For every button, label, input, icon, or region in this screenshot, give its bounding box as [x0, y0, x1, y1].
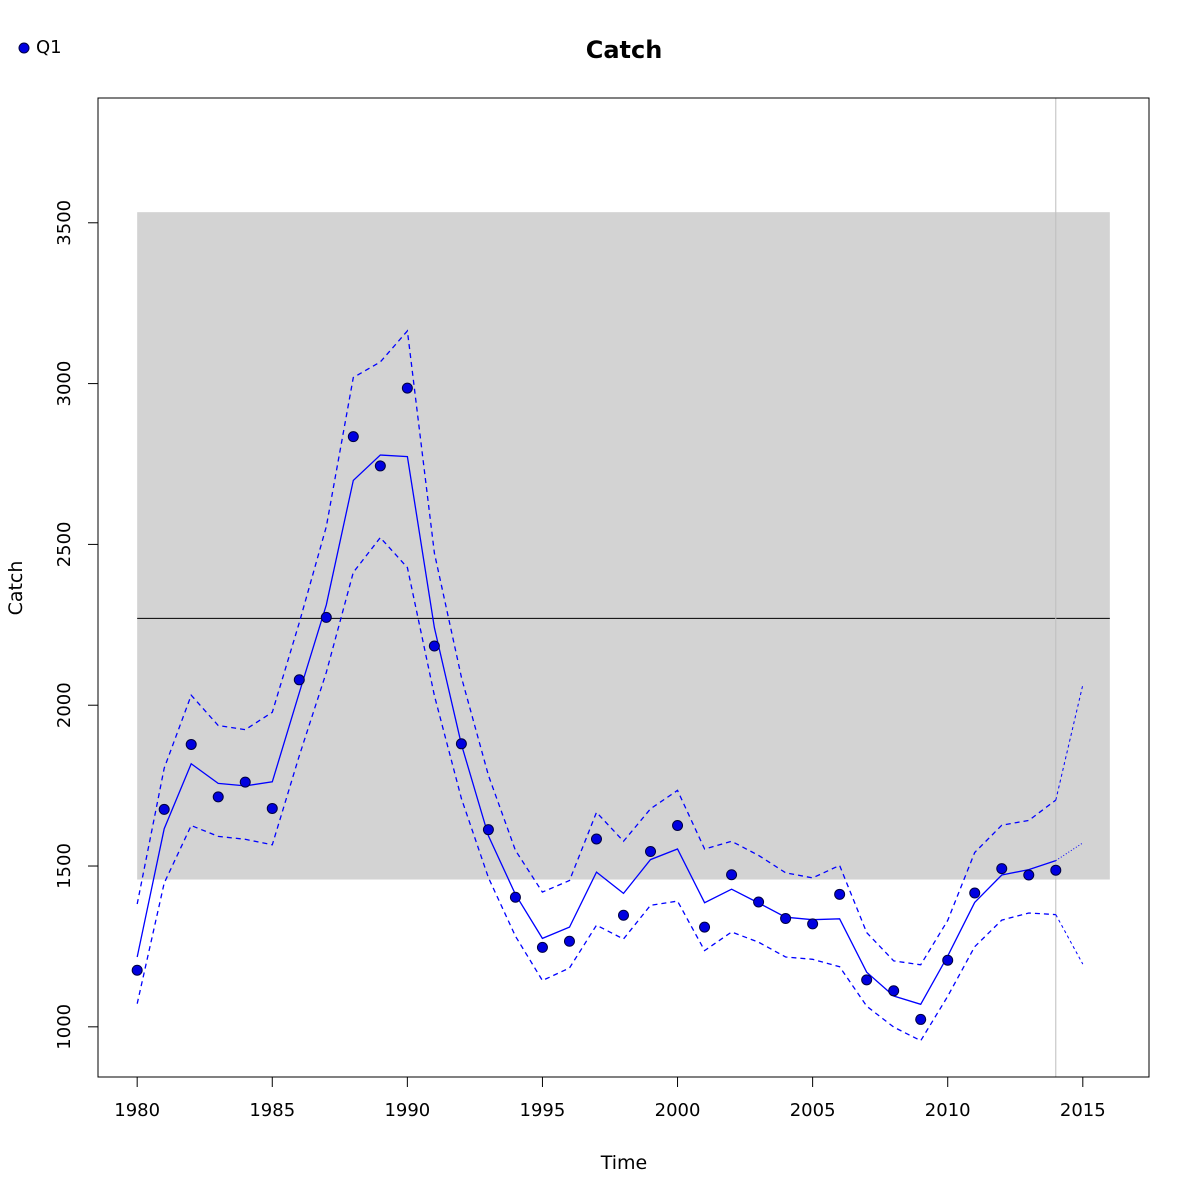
y-axis-title: Catch	[5, 561, 27, 616]
reference-band-layer	[137, 212, 1110, 880]
data-point	[915, 1013, 927, 1025]
reference-band	[137, 212, 1110, 880]
observed-points-layer	[131, 382, 1062, 1025]
x-tick-label: 1985	[249, 1100, 295, 1121]
x-axis-title: Time	[600, 1152, 648, 1174]
data-point	[888, 985, 900, 997]
data-point	[509, 891, 521, 903]
fitted-line	[136, 454, 1057, 1006]
data-point	[482, 824, 494, 836]
data-point	[1050, 864, 1062, 876]
reference-lines-layer	[137, 98, 1110, 1077]
x-tick-label: 1990	[384, 1100, 430, 1121]
data-point	[645, 846, 657, 858]
data-point	[131, 964, 143, 976]
upper-bound-line	[136, 329, 1057, 966]
y-tick-label: 1000	[54, 1004, 75, 1050]
legend-marker	[18, 42, 30, 54]
data-point	[374, 460, 386, 472]
data-point	[969, 887, 981, 899]
y-tick-label: 2000	[54, 682, 75, 728]
lower-bound-line	[136, 536, 1056, 1042]
x-tick-label: 2010	[925, 1100, 971, 1121]
x-tick-label: 1995	[520, 1100, 566, 1121]
data-point	[753, 896, 765, 908]
data-point	[293, 674, 305, 686]
data-point	[320, 611, 332, 623]
data-point	[239, 776, 251, 788]
data-point	[563, 935, 575, 947]
data-point	[212, 791, 224, 803]
y-tick-label: 1500	[54, 843, 75, 889]
data-point	[699, 921, 711, 933]
data-point	[185, 738, 197, 750]
data-point	[834, 888, 846, 900]
y-axis: 1000 1500 2000 2500 3000 3500	[54, 200, 99, 1050]
data-point	[726, 869, 738, 881]
data-point	[536, 941, 548, 953]
x-axis: 1980 1985 1990 1995 2000 2005 2010 2015	[114, 1076, 1106, 1121]
x-tick-label: 1980	[114, 1100, 160, 1121]
projection-upper-line	[1055, 684, 1084, 801]
data-point	[942, 954, 954, 966]
data-point	[996, 863, 1008, 875]
x-tick-label: 2015	[1060, 1100, 1106, 1121]
legend-label-q1: Q1	[36, 37, 62, 58]
data-point	[590, 833, 602, 845]
y-tick-label: 2500	[54, 521, 75, 567]
y-tick-label: 3000	[54, 361, 75, 407]
series-layer	[136, 329, 1084, 1042]
data-point	[347, 431, 359, 443]
data-point	[618, 909, 629, 921]
data-point	[1023, 869, 1035, 881]
data-point	[401, 382, 413, 394]
projection-lower-line	[1055, 914, 1084, 965]
data-point	[266, 802, 278, 814]
chart-title: Catch	[586, 36, 663, 64]
data-point	[672, 819, 684, 831]
legend: Q1	[18, 37, 62, 58]
x-tick-label: 2005	[790, 1100, 836, 1121]
x-tick-label: 2000	[655, 1100, 701, 1121]
data-point	[807, 918, 819, 930]
data-point	[455, 738, 467, 750]
data-point	[861, 974, 873, 986]
data-point	[158, 803, 170, 815]
y-tick-label: 3500	[54, 200, 75, 246]
data-point	[428, 640, 440, 652]
data-point	[780, 912, 792, 924]
